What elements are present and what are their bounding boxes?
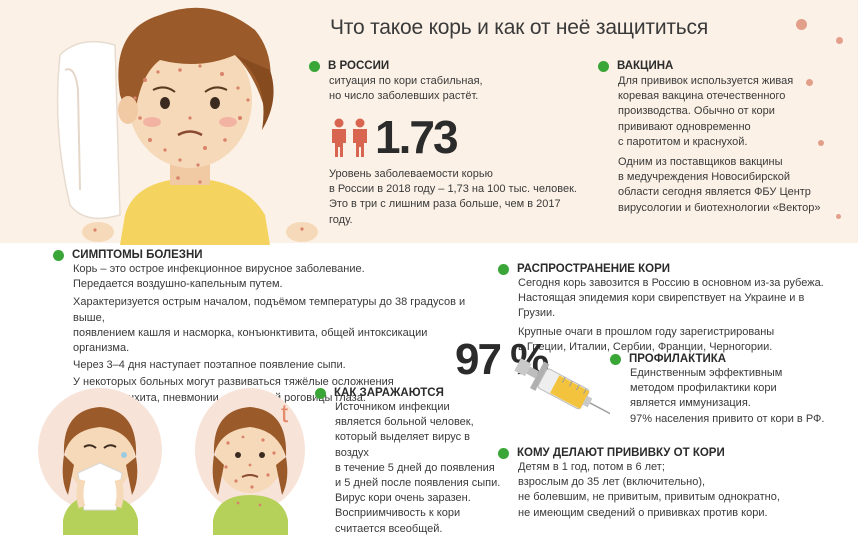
people-icon [332,118,367,157]
bullet-dot-icon [610,353,621,365]
syringe-icon [514,358,610,417]
text-line: Уровень заболеваемости корью [329,168,493,180]
text-line: и 5 дней после появления сыпи. [335,477,501,490]
text-line: в виде бронхита, пневмонии, поражений ро… [73,391,366,404]
text-line: Корь – это острое инфекционное вирусное … [73,263,365,275]
russia-text: ситуация по кори стабильная, но число за… [329,74,569,104]
text-line: взрослым до 35 лет (включительно), [518,476,706,489]
vaccine-heading: ВАКЦИНА [617,60,674,72]
text-line: Одним из поставщиков вакцины [618,156,783,169]
decor-dot [818,140,824,146]
text-line: считается всеобщей. [335,522,443,535]
thermometer-symbol: t [281,398,289,428]
who-text: Детям в 1 год, потом в 6 лет; взрослым д… [518,460,843,521]
symptoms-text: Корь – это острое инфекционное вирусное … [73,262,473,406]
text-line: 97% населения привито от кори в РФ. [630,412,825,425]
text-line: Настоящая эпидемия кори свирепствует на … [518,292,805,320]
text-line: прививают одновременно [618,120,751,133]
text-line: ситуация по кори стабильная, [329,75,483,87]
bullet-dot-icon [598,60,609,72]
text-line: не имеющим сведений о прививках против к… [518,506,768,519]
text-line: Единственным эффективным [630,367,783,379]
text-line: но число заболевших растёт. [329,90,479,103]
spread-heading: РАСПРОСТРАНЕНИЕ КОРИ [517,263,671,275]
text-line: методом профилактики кори [630,382,777,395]
text-line: Для прививок используется живая [618,75,794,87]
text-line: Восприимчивость к кори [335,507,461,520]
text-line: Детям в 1 год, потом в 6 лет; [518,461,665,473]
section-infection: КАК ЗАРАЖАЮТСЯ Источником инфекции являе… [315,387,505,537]
decor-dot [796,19,807,30]
text-line: появлением кашля и насморка, конъюнктиви… [73,326,428,355]
section-heading: В РОССИИ [309,60,569,72]
incidence-stat: 1.73 [375,111,459,163]
bullet-dot-icon [309,60,320,72]
text-line: в Греции, Италии, Сербии, Франции, Черно… [518,340,773,353]
bullet-dot-icon [53,249,64,261]
sick-child-illustration [56,7,318,245]
text-line: Сегодня корь завозится в Россию в основн… [518,277,824,289]
text-line: Это в три с лишним раза больше, чем в 20… [329,198,561,226]
vaccine-text: Для прививок используется живая коревая … [618,74,833,216]
prevention-text: Единственным эффективным методом профила… [630,366,850,427]
text-line: Крупные очаги в прошлом году зарегистрир… [518,325,775,338]
text-line: не болевшим, не привитым, привитым однок… [518,491,780,504]
who-heading: КОМУ ДЕЛАЮТ ПРИВИВКУ ОТ КОРИ [517,447,725,459]
decor-dot [806,79,813,86]
section-heading: КОМУ ДЕЛАЮТ ПРИВИВКУ ОТ КОРИ [498,447,843,459]
section-heading: КАК ЗАРАЖАЮТСЯ [315,387,505,399]
infection-text: Источником инфекции является больной чел… [335,400,505,537]
text-line: с паротитом и краснухой. [618,135,748,148]
russia-note: Уровень заболеваемости корью в России в … [329,167,579,228]
decor-dot [836,214,841,219]
section-spread: РАСПРОСТРАНЕНИЕ КОРИ Сегодня корь завози… [498,263,843,355]
bullet-dot-icon [315,387,326,399]
text-line: У некоторых больных могут развиваться тя… [73,376,394,389]
section-symptoms: СИМПТОМЫ БОЛЕЗНИ Корь – это острое инфек… [53,249,473,406]
text-line: области сегодня является ФБУ Центр [618,186,811,199]
text-line: в России в 2018 году – 1,73 на 100 тыс. … [329,183,577,196]
text-line: Вирус кори очень заразен. [335,492,471,505]
text-line: является больной человек, [335,416,474,429]
decor-dot [836,37,843,44]
section-heading: СИМПТОМЫ БОЛЕЗНИ [53,249,473,261]
text-line: Источником инфекции [335,401,450,413]
text-line: Через 3–4 дня наступает поэтапное появле… [73,359,346,372]
symptoms-heading: СИМПТОМЫ БОЛЕЗНИ [72,249,203,261]
text-line: который выделяет вирус в воздух [335,431,470,459]
text-line: коревая вакцина отечественного [618,90,786,103]
text-line: Передается воздушно-капельным путем. [73,278,283,291]
section-heading: РАСПРОСТРАНЕНИЕ КОРИ [498,263,843,275]
sick-faces-illustration [38,388,305,535]
text-line: является иммунизация. [630,397,751,410]
infection-heading: КАК ЗАРАЖАЮТСЯ [334,387,444,399]
section-heading: ВАКЦИНА [598,60,833,72]
section-heading: ПРОФИЛАКТИКА [610,353,850,365]
text-line: в медучреждения Новосибирской [618,171,791,184]
section-prevention: ПРОФИЛАКТИКА Единственным эффективным ме… [610,353,850,427]
bullet-dot-icon [498,447,509,459]
section-russia: В РОССИИ ситуация по кори стабильная, но… [309,60,569,104]
text-line: в течение 5 дней до появления [335,461,495,474]
russia-heading: В РОССИИ [328,60,390,72]
section-who-vaccinated: КОМУ ДЕЛАЮТ ПРИВИВКУ ОТ КОРИ Детям в 1 г… [498,447,843,521]
bullet-dot-icon [498,263,509,275]
page-title: Что такое корь и как от неё защититься [330,16,708,39]
text-line: вирусологии и биотехнологии «Вектор» [618,201,821,214]
spread-text: Сегодня корь завозится в Россию в основн… [518,276,843,355]
section-vaccine: ВАКЦИНА Для прививок используется живая … [598,60,833,216]
prevention-heading: ПРОФИЛАКТИКА [629,353,727,365]
text-line: производства. Обычно от кори [618,105,775,118]
text-line: Характеризуется острым началом, подъёмом… [73,296,466,324]
